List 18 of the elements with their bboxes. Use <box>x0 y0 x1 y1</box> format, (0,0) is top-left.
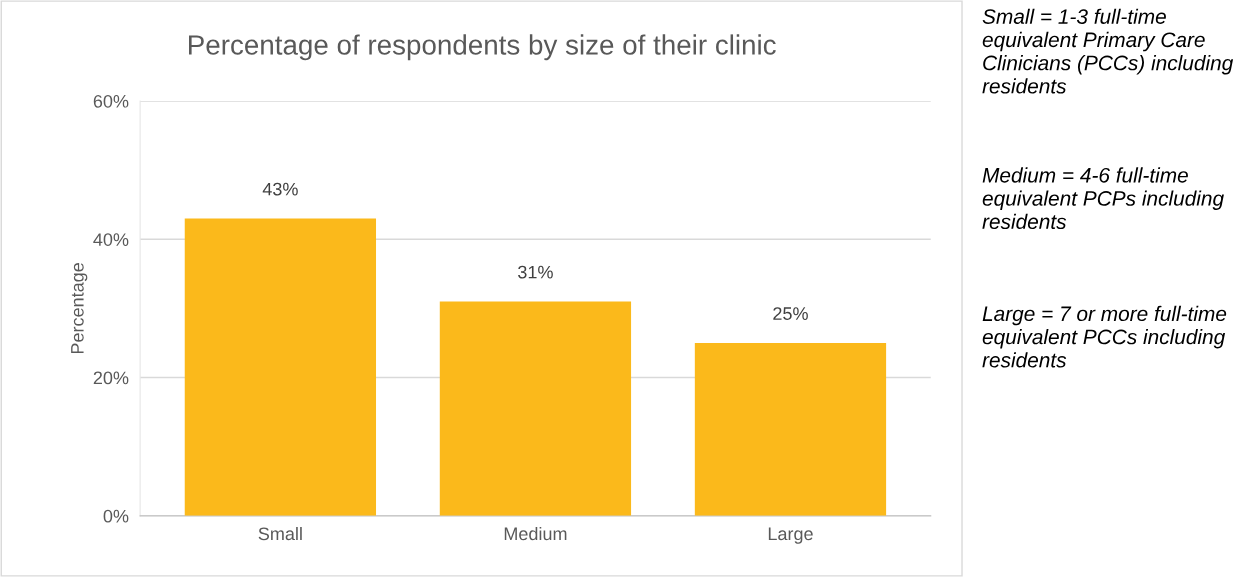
text: Medium = 4-6 full-time equivalent PCPs including residents <box>982 167 1224 230</box>
y-tick-label: 20% <box>93 371 129 385</box>
chart-title: Percentage of respondents by size of their clinic <box>189 34 776 61</box>
data-label: 31% <box>518 265 553 279</box>
y-axis-title: Percentage <box>71 263 88 354</box>
data-label: 43% <box>262 182 298 196</box>
text: Large = 7 or more full-time equivalent PCCs including residents <box>982 305 1227 368</box>
y-tick-label: 60% <box>93 94 129 108</box>
x-tick-label: Medium <box>504 526 567 541</box>
bar <box>184 218 377 516</box>
text: Small = 1-3 full-time equivalent Primary Care Clinicians (PCCs) including residents <box>982 8 1234 94</box>
x-tick-label: Large <box>768 527 813 544</box>
bar <box>694 342 887 516</box>
x-tick-label: Small <box>258 526 302 541</box>
data-label: 25% <box>773 307 808 320</box>
bar <box>439 301 632 516</box>
y-tick-label: 40% <box>93 233 129 246</box>
y-tick-label: 0% <box>103 509 129 523</box>
